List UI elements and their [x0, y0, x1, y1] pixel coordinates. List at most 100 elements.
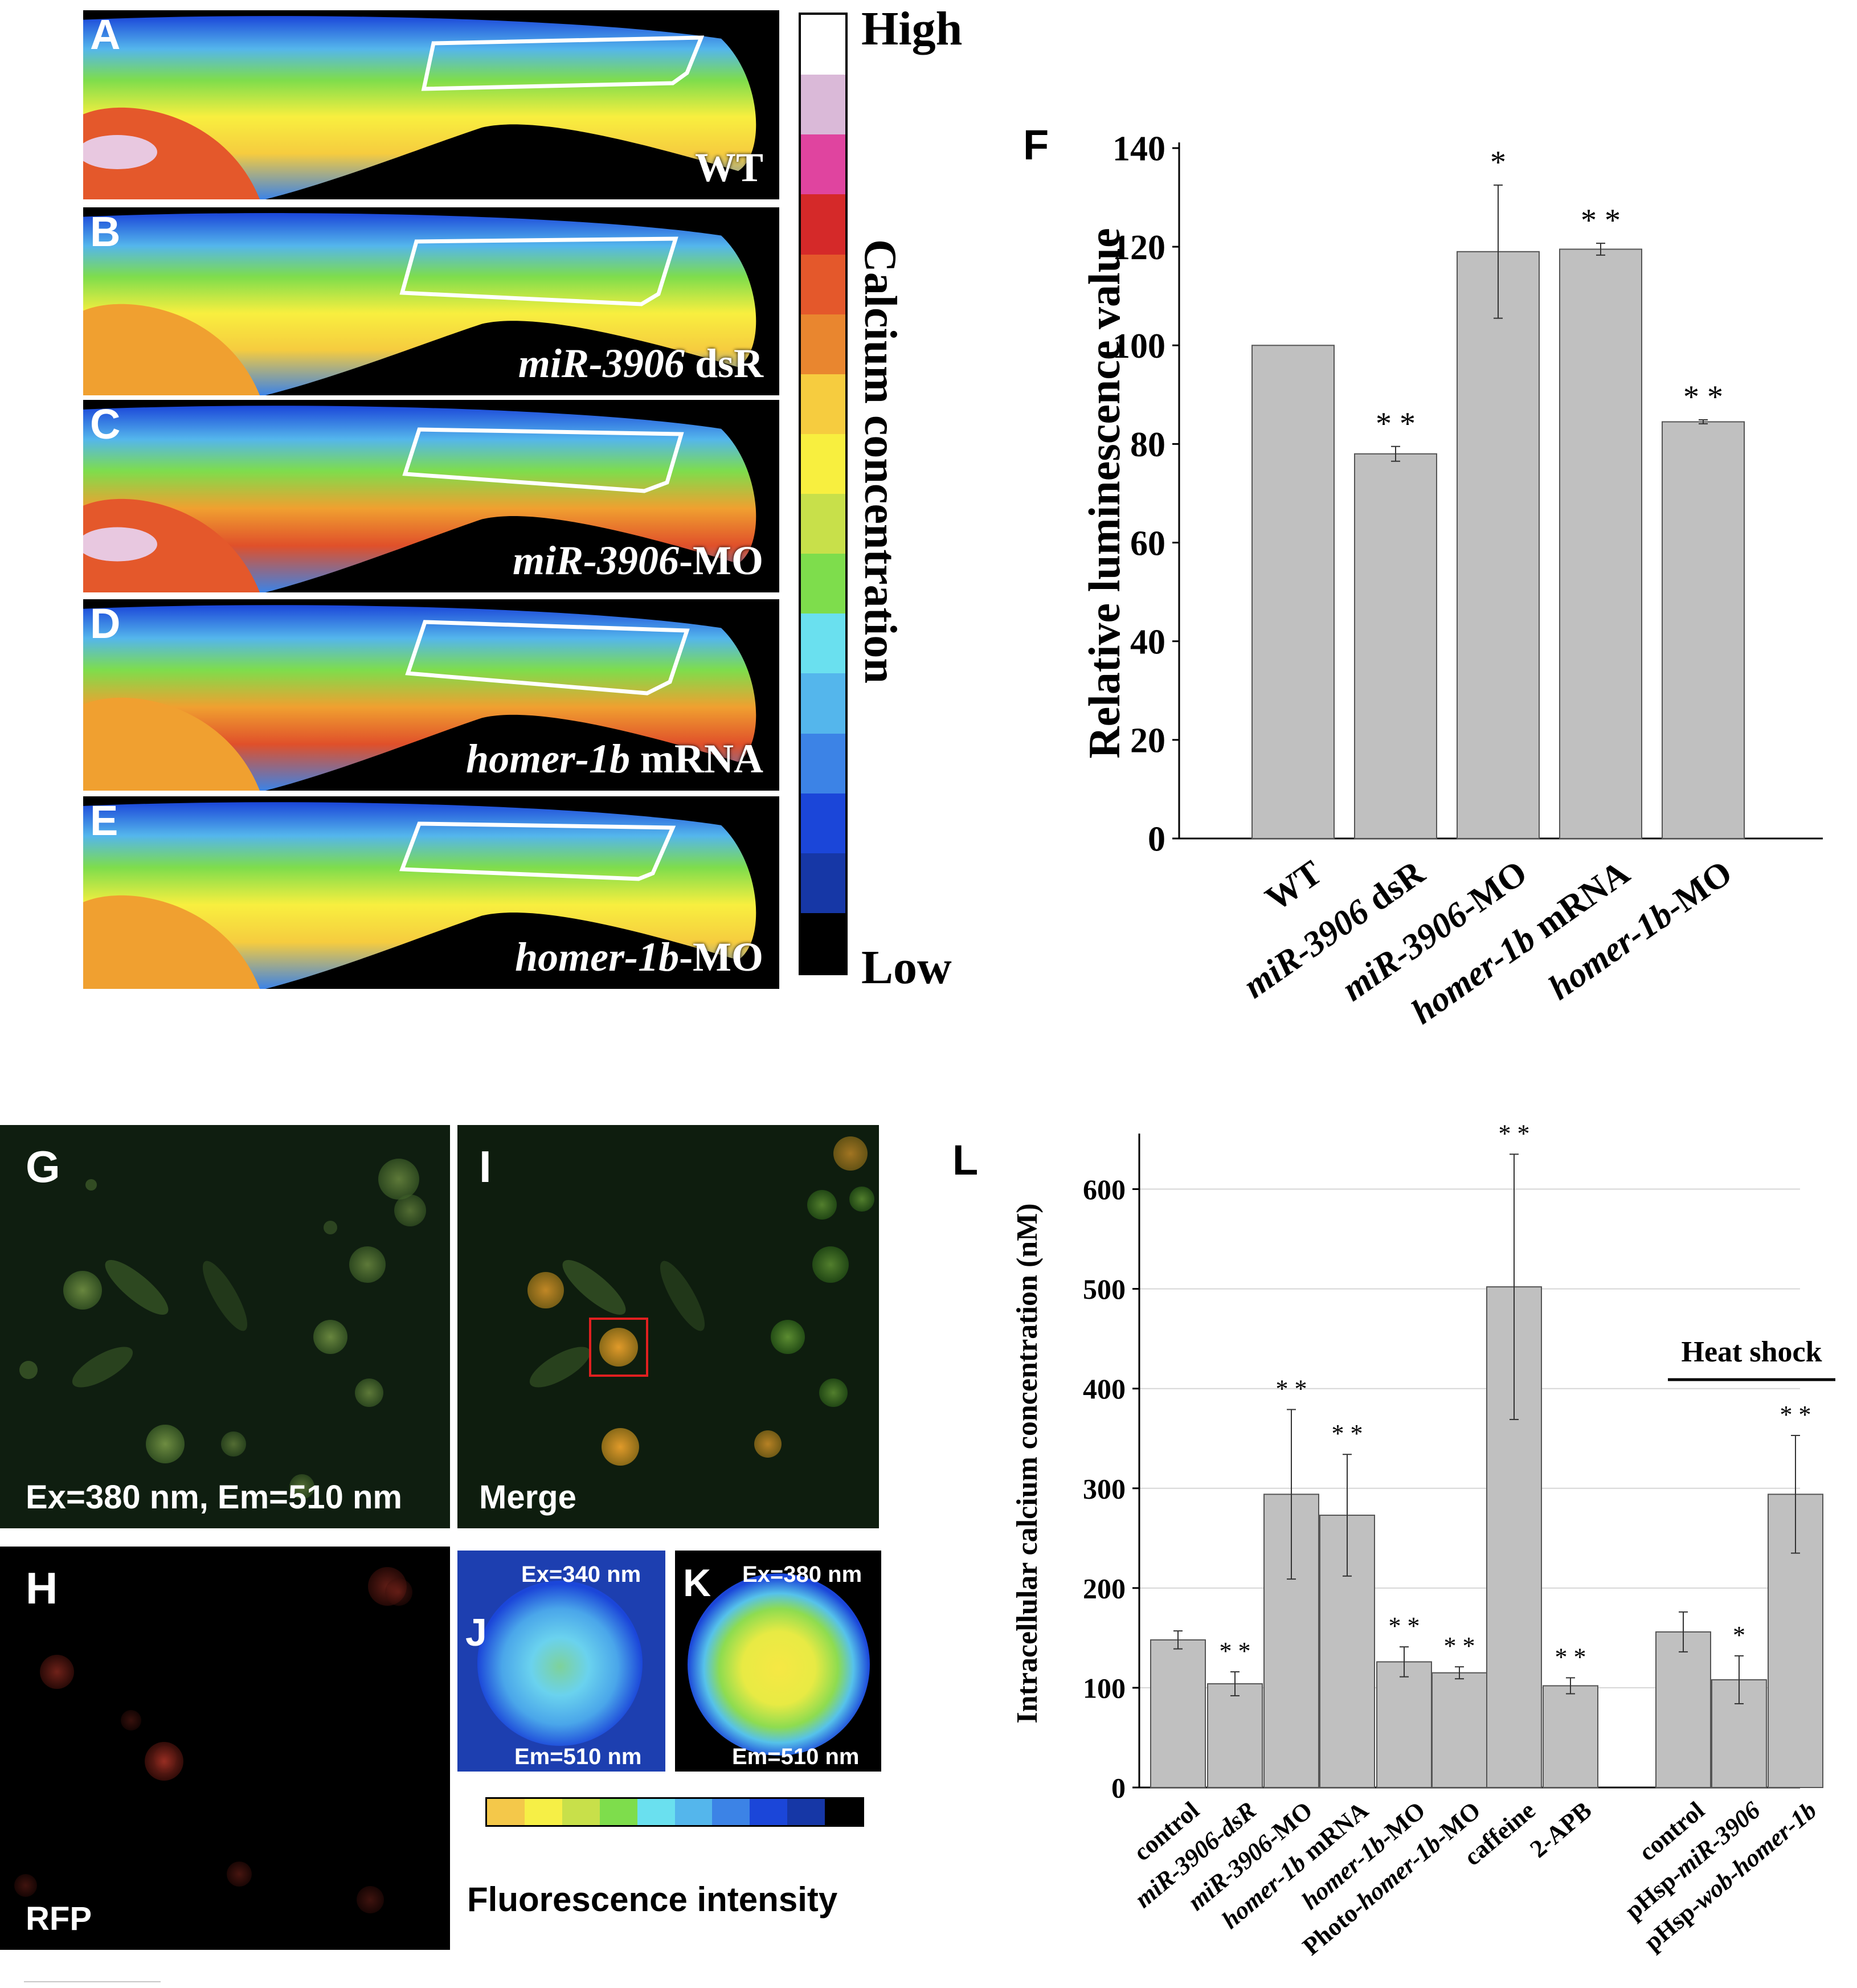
significance-mark: * *: [1499, 1119, 1530, 1147]
panel-j-em: Em=510 nm: [514, 1744, 642, 1769]
panel-b-letter: B: [90, 208, 121, 255]
bar: [1354, 453, 1437, 839]
footer-rule: [24, 1981, 161, 1982]
scale-swatch: [801, 433, 845, 494]
scale-swatch: [801, 134, 845, 195]
significance-mark: * *: [1581, 203, 1621, 238]
panel-e-condition: homer-1b-MO: [515, 934, 763, 980]
significance-mark: * *: [1276, 1375, 1307, 1402]
bar: [1431, 1672, 1487, 1789]
y-tick-label: 200: [1083, 1572, 1126, 1604]
panel-i-caption: Merge: [479, 1479, 576, 1516]
scale-swatch: [801, 793, 845, 853]
panel-k-letter: K: [683, 1561, 711, 1605]
scale-swatch: [801, 853, 845, 913]
bar: [1559, 248, 1642, 839]
bar: [1457, 251, 1540, 839]
significance-mark: * *: [1332, 1420, 1363, 1447]
y-tick-label: 500: [1083, 1273, 1126, 1305]
significance-mark: * *: [1780, 1401, 1811, 1429]
bar: [1207, 1683, 1263, 1788]
panel-c-letter: C: [90, 400, 121, 448]
fluor-swatch: [637, 1799, 675, 1825]
y-tick-label: 400: [1083, 1373, 1126, 1405]
y-tick-label: 60: [1130, 524, 1165, 563]
significance-mark: * *: [1555, 1643, 1586, 1671]
panel-j-image: J Ex=340 nm Em=510 nm: [457, 1551, 665, 1772]
y-tick-label: 80: [1130, 426, 1165, 464]
panel-j-letter: J: [465, 1611, 487, 1654]
scale-swatch: [801, 374, 845, 434]
bar: [1543, 1685, 1598, 1788]
panel-d-letter: D: [90, 600, 121, 647]
y-tick-label: 120: [1112, 228, 1165, 267]
panel-g-image: G Ex=380 nm, Em=510 nm: [0, 1125, 450, 1528]
y-tick-label: 100: [1083, 1672, 1126, 1704]
y-tick-label: 0: [1111, 1772, 1126, 1804]
scale-swatch: [801, 15, 845, 75]
scale-swatch: [801, 673, 845, 734]
panel-k-em: Em=510 nm: [732, 1744, 860, 1769]
y-tick-label: 140: [1112, 130, 1165, 169]
panel-g-caption: Ex=380 nm, Em=510 nm: [26, 1479, 402, 1516]
panel-k-image: K Ex=380 nm Em=510 nm: [675, 1551, 881, 1772]
y-tick-label: 0: [1148, 820, 1165, 859]
panel-a-letter: A: [90, 11, 121, 58]
scale-swatch: [801, 254, 845, 314]
panel-i-image: I Merge: [457, 1125, 879, 1528]
scale-swatch: [801, 75, 845, 135]
heat-shock-label: Heat shock: [1682, 1336, 1822, 1368]
fluor-swatch: [825, 1799, 863, 1825]
panel-b-condition: miR-3906 dsR: [518, 341, 763, 386]
bar: [1662, 421, 1745, 839]
scale-low-label: Low: [861, 941, 952, 994]
significance-mark: *: [1733, 1621, 1745, 1649]
fluor-swatch: [674, 1799, 713, 1825]
panel-l-label: L: [952, 1136, 979, 1184]
panel-h-caption: RFP: [26, 1900, 92, 1937]
significance-mark: * *: [1389, 1612, 1420, 1640]
scale-swatch: [801, 913, 845, 973]
scale-swatch: [801, 554, 845, 614]
scale-title: Calcium concentration: [855, 239, 905, 684]
y-tick-label: 600: [1083, 1173, 1126, 1205]
panel-c-condition: miR-3906-MO: [513, 538, 763, 583]
scale-swatch: [801, 613, 845, 674]
calcium-color-scale: [799, 13, 848, 975]
category-label: 2-APB: [1524, 1796, 1597, 1863]
panel-h-image: H RFP: [0, 1547, 450, 1950]
bar: [1655, 1631, 1711, 1788]
bar: [1251, 345, 1335, 839]
y-axis-title: Relative luminescence value: [1079, 228, 1129, 758]
fluor-swatch: [787, 1799, 825, 1825]
panel-i-letter: I: [479, 1142, 492, 1192]
y-tick-label: 300: [1083, 1472, 1126, 1504]
fluor-swatch: [487, 1799, 525, 1825]
fluor-swatch: [562, 1799, 600, 1825]
fluor-swatch: [750, 1799, 788, 1825]
bar: [1150, 1639, 1206, 1789]
y-axis-title: Intracellular calcium concentration (nM): [1011, 1203, 1044, 1723]
panel-a-image: A WT: [83, 10, 779, 199]
category-label: WT: [1258, 853, 1329, 919]
panel-f-label: F: [1023, 121, 1049, 169]
significance-mark: * *: [1683, 379, 1723, 415]
panel-d-condition: homer-1b mRNA: [466, 736, 763, 782]
significance-mark: * *: [1220, 1637, 1251, 1665]
bar: [1376, 1661, 1432, 1788]
scale-swatch: [801, 194, 845, 255]
panel-h-letter: H: [26, 1563, 58, 1613]
y-tick-label: 100: [1112, 327, 1165, 366]
scale-high-label: High: [861, 2, 963, 55]
fluor-swatch: [524, 1799, 562, 1825]
significance-mark: * *: [1444, 1632, 1475, 1660]
fluor-swatch: [712, 1799, 750, 1825]
significance-mark: * *: [1376, 406, 1416, 441]
fluorescence-title: Fluorescence intensity: [467, 1880, 838, 1919]
